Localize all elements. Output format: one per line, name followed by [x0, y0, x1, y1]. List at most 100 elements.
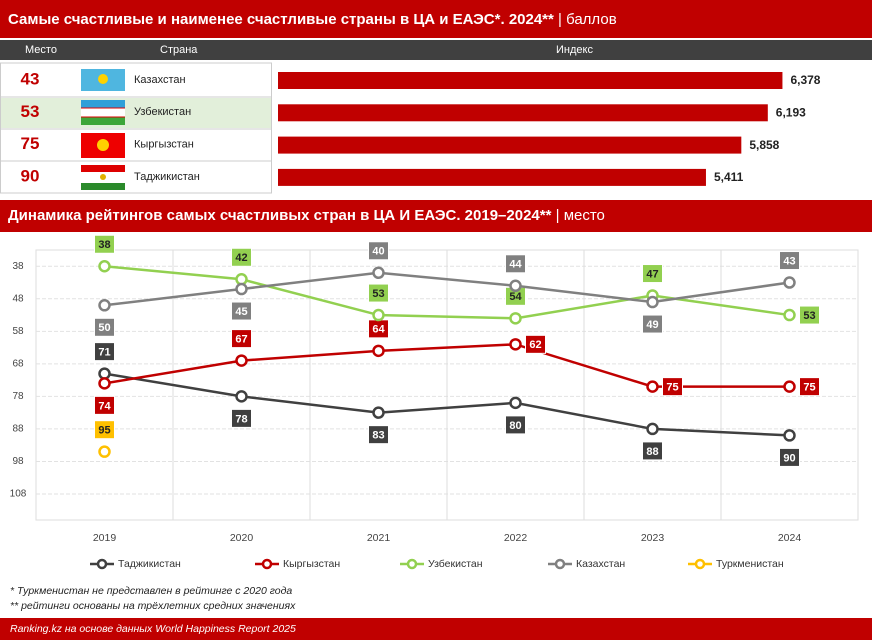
marker — [235, 354, 248, 367]
y-tick-label: 108 — [10, 489, 27, 500]
label-box — [642, 314, 663, 334]
label-box — [94, 342, 115, 362]
label-box — [799, 377, 820, 397]
col-header: Индекс — [556, 44, 593, 56]
label-box — [231, 408, 252, 428]
legend-label: Кыргызстан — [283, 558, 340, 570]
title-unit: | место — [556, 207, 605, 224]
source-bar — [0, 618, 872, 640]
x-tick-label: 2024 — [778, 532, 802, 544]
legend-marker — [694, 558, 706, 570]
data-label: 71 — [98, 347, 110, 359]
country: Казахстан — [134, 74, 186, 86]
x-tick-label: 2019 — [93, 532, 117, 544]
y-tick-label: 68 — [12, 358, 24, 369]
data-label: 54 — [509, 291, 522, 303]
data-label: 90 — [783, 452, 795, 464]
rank: 53 — [21, 102, 40, 121]
marker — [646, 422, 659, 436]
flag-tj — [81, 165, 125, 190]
data-label: 47 — [646, 268, 658, 280]
flag-kz — [81, 69, 125, 91]
rank: 90 — [21, 166, 40, 185]
bar — [278, 136, 742, 154]
marker — [783, 380, 796, 393]
data-label: 62 — [529, 339, 541, 351]
bar — [278, 168, 706, 186]
marker — [509, 338, 522, 351]
marker — [98, 367, 111, 380]
label-box — [368, 283, 389, 303]
header-row — [0, 40, 872, 60]
label-box — [642, 441, 663, 461]
rank: 43 — [21, 69, 40, 88]
value-label: 5,411 — [714, 170, 744, 184]
data-label: 44 — [509, 259, 522, 271]
marker — [646, 380, 659, 393]
row-highlight — [0, 98, 272, 128]
marker — [235, 273, 248, 286]
legend-marker — [406, 558, 418, 570]
legend-label: Казахстан — [576, 558, 625, 570]
marker — [235, 282, 248, 296]
legend-label: Туркменистан — [716, 558, 784, 570]
value-label: 6,193 — [776, 105, 806, 119]
title-text: Самые счастливые и наименее счастливые с… — [8, 11, 554, 28]
data-label: 40 — [372, 246, 384, 258]
legend-marker — [261, 558, 273, 570]
marker — [783, 308, 796, 322]
label-box — [94, 317, 115, 337]
note: * Туркменистан не представлен в рейтинге… — [10, 585, 292, 597]
note: ** рейтинги основаны на трёхлетних средн… — [10, 600, 296, 612]
col-header: Место — [25, 44, 57, 56]
x-tick-label: 2022 — [504, 532, 528, 544]
title: Динамика рейтингов самых счастливых стра… — [8, 207, 605, 224]
flag-kg — [81, 133, 125, 158]
y-tick-label: 98 — [12, 456, 24, 467]
marker — [235, 390, 248, 403]
marker — [372, 344, 385, 358]
x-tick-label: 2021 — [367, 532, 391, 544]
y-tick-label: 58 — [12, 326, 24, 337]
data-label: 74 — [98, 400, 111, 412]
value-label: 6,378 — [790, 73, 820, 87]
data-label: 83 — [372, 430, 384, 442]
label-box — [94, 234, 115, 254]
source: Ranking.kz на основе данных World Happin… — [10, 623, 296, 635]
country: Таджикистан — [134, 171, 200, 183]
marker — [509, 312, 522, 325]
data-label: 80 — [509, 420, 521, 432]
data-label: 53 — [803, 310, 815, 322]
data-label: 78 — [235, 413, 247, 425]
label-box — [94, 395, 115, 415]
y-tick-label: 38 — [12, 261, 24, 272]
marker — [509, 396, 522, 410]
data-label: 64 — [372, 324, 385, 336]
data-label: 67 — [235, 334, 247, 346]
title-bar — [0, 200, 872, 232]
data-label: 49 — [646, 319, 658, 331]
marker — [98, 377, 111, 390]
x-tick-label: 2020 — [230, 532, 254, 544]
marker — [509, 279, 522, 293]
col-header: Страна — [160, 44, 198, 56]
label-box — [505, 254, 526, 274]
marker — [372, 406, 385, 419]
label-box — [94, 420, 115, 440]
label-box — [231, 301, 252, 321]
data-label: 75 — [803, 382, 815, 394]
label-box — [642, 264, 663, 284]
marker — [646, 295, 659, 309]
country: Узбекистан — [134, 106, 191, 118]
rank: 75 — [21, 134, 40, 153]
legend-marker — [554, 558, 566, 570]
country: Кыргызстан — [134, 139, 194, 151]
table-border — [0, 62, 272, 194]
series-line — [104, 372, 790, 437]
marker — [372, 266, 385, 280]
flag-uz — [81, 100, 125, 125]
legend-label: Узбекистан — [428, 558, 483, 570]
marker — [783, 429, 796, 442]
